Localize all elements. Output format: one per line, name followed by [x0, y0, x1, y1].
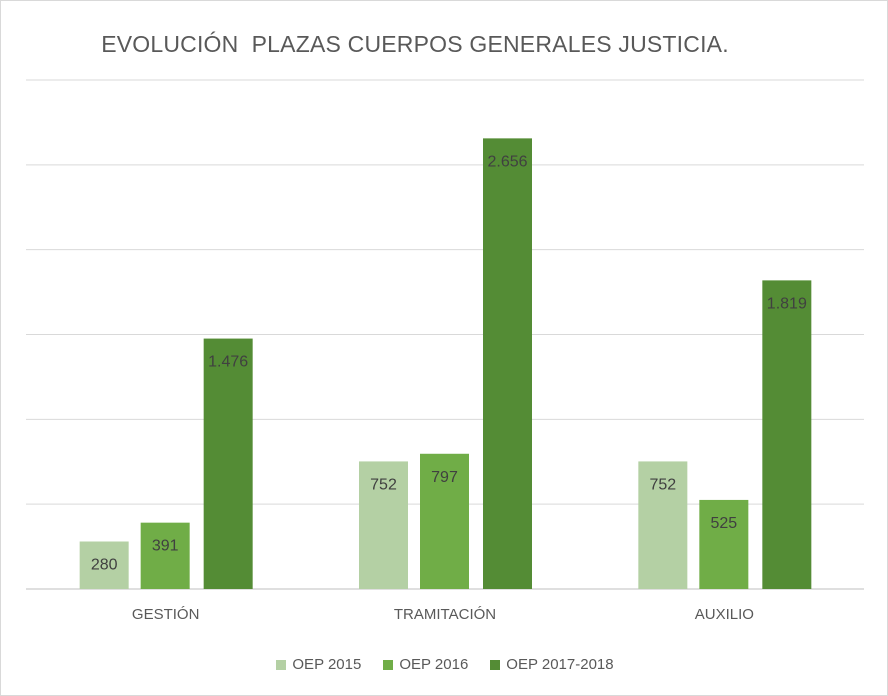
bar: [638, 461, 688, 589]
category-label: GESTIÓN: [132, 606, 200, 623]
legend-swatch: [383, 659, 394, 670]
legend-item-oep-2016: OEP 2016: [383, 656, 468, 673]
legend-item-oep-2017-2018: OEP 2017-2018: [490, 656, 614, 673]
category-label: AUXILIO: [695, 606, 754, 623]
legend-swatch: [276, 659, 287, 670]
bar: [699, 499, 749, 589]
legend-label: OEP 2015: [292, 656, 362, 673]
chart-title: EVOLUCIÓN PLAZAS CUERPOS GENERALES JUSTI…: [101, 31, 729, 57]
legend: OEP 2015 OEP 2016 OEP 2017-2018: [1, 656, 888, 673]
category-label: TRAMITACIÓN: [394, 606, 496, 623]
data-label: 1.819: [767, 295, 807, 312]
bar: [420, 453, 469, 589]
bar: [140, 522, 190, 589]
bar: [762, 280, 812, 589]
data-label: 1.476: [208, 354, 248, 371]
data-label: 752: [649, 476, 676, 493]
data-label: 752: [370, 476, 397, 493]
bar: [359, 461, 408, 589]
bar: [203, 338, 253, 589]
data-label: 391: [152, 538, 179, 555]
bar: [79, 541, 129, 589]
legend-label: OEP 2017-2018: [506, 656, 614, 673]
bar: [483, 138, 532, 589]
legend-swatch: [490, 659, 501, 670]
data-label: 2.656: [487, 153, 527, 170]
bar-chart: 280 391 1.476 GESTIÓN 752 797 2.656 TRAMITACIÓN…: [26, 79, 864, 623]
data-label: 280: [91, 556, 118, 573]
data-label: 525: [710, 515, 737, 532]
data-label: 797: [431, 469, 458, 486]
legend-label: OEP 2016: [399, 656, 469, 673]
legend-item-oep-2015: OEP 2015: [276, 656, 361, 673]
